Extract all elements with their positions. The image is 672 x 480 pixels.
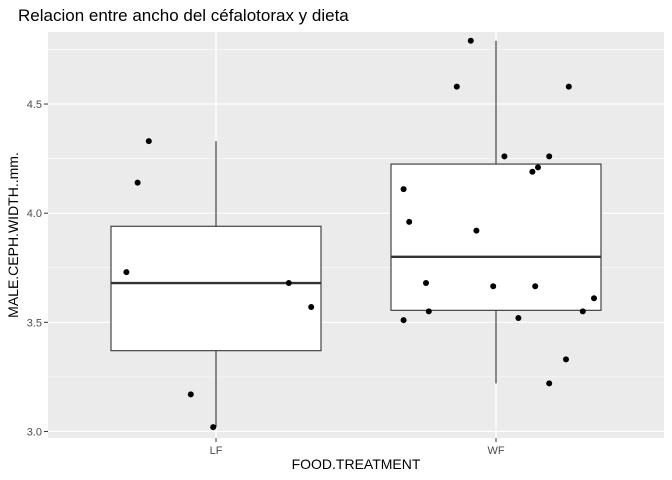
data-point bbox=[134, 179, 141, 186]
box bbox=[110, 225, 322, 352]
y-tick-label: 3.0 bbox=[27, 426, 42, 438]
data-point bbox=[123, 269, 130, 276]
data-point bbox=[501, 153, 508, 160]
data-point bbox=[591, 295, 597, 302]
data-point bbox=[546, 153, 553, 160]
data-points bbox=[123, 37, 597, 431]
data-point bbox=[565, 83, 572, 90]
y-axis-title: MALE.CEPH.WIDTH..mm. bbox=[5, 152, 21, 318]
data-point bbox=[490, 283, 497, 290]
data-point bbox=[515, 314, 522, 321]
data-point bbox=[406, 218, 413, 225]
data-point bbox=[535, 164, 541, 171]
data-point bbox=[400, 317, 407, 324]
data-point bbox=[473, 227, 480, 234]
x-axis-title: FOOD.TREATMENT bbox=[292, 456, 421, 472]
y-axis: 3.0 3.5 4.0 4.5 bbox=[27, 99, 48, 438]
x-axis: LF WF bbox=[210, 438, 505, 457]
x-tick-label: WF bbox=[487, 445, 504, 457]
y-tick-label: 4.0 bbox=[27, 208, 42, 220]
data-point bbox=[425, 308, 432, 315]
data-point bbox=[546, 380, 553, 387]
data-point bbox=[529, 168, 536, 175]
boxplot-lf bbox=[110, 141, 322, 428]
data-point bbox=[145, 138, 152, 145]
data-point bbox=[453, 83, 460, 90]
data-point bbox=[467, 37, 474, 44]
data-point bbox=[563, 356, 569, 363]
chart-title: Relacion entre ancho del céfalotorax y d… bbox=[18, 6, 349, 25]
y-tick-label: 3.5 bbox=[27, 317, 42, 329]
box bbox=[390, 163, 602, 311]
data-point bbox=[210, 424, 217, 431]
data-point bbox=[187, 391, 194, 398]
x-tick-label: LF bbox=[210, 445, 223, 457]
data-point bbox=[579, 308, 586, 315]
data-point bbox=[285, 280, 292, 287]
data-point bbox=[532, 283, 539, 290]
data-point bbox=[400, 186, 407, 193]
data-point bbox=[423, 280, 429, 287]
data-point bbox=[308, 304, 315, 311]
y-tick-label: 4.5 bbox=[27, 99, 42, 111]
